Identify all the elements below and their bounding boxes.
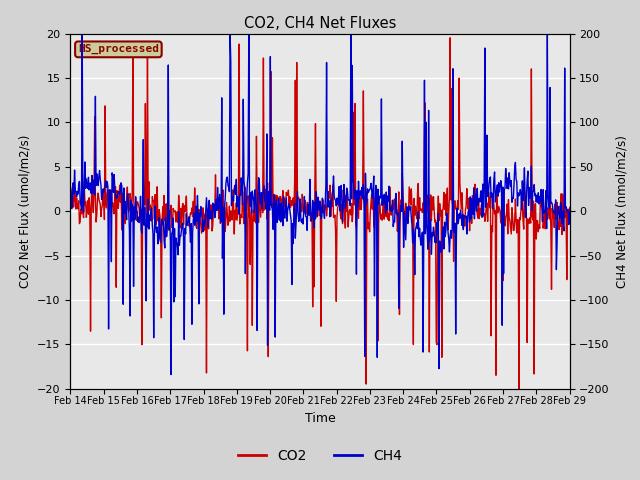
Title: CO2, CH4 Net Fluxes: CO2, CH4 Net Fluxes — [244, 16, 396, 31]
Text: HS_processed: HS_processed — [78, 44, 159, 54]
Y-axis label: CO2 Net Flux (umol/m2/s): CO2 Net Flux (umol/m2/s) — [19, 134, 31, 288]
Legend: CO2, CH4: CO2, CH4 — [232, 443, 408, 468]
Y-axis label: CH4 Net Flux (nmol/m2/s): CH4 Net Flux (nmol/m2/s) — [616, 135, 628, 288]
X-axis label: Time: Time — [305, 412, 335, 425]
